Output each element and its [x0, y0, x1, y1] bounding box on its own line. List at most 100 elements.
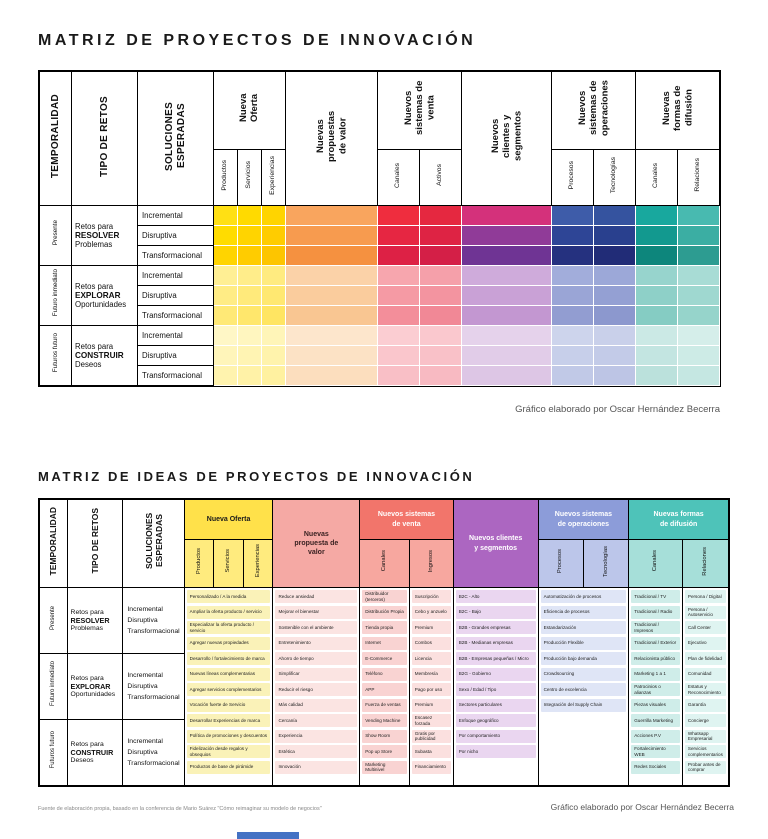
matrix1-color-cell	[213, 325, 238, 346]
matrix1-color-cell	[551, 225, 594, 246]
solutions-label: Incremental Disruptiva Transformacional	[122, 719, 185, 786]
matrix1-color-cell	[419, 285, 462, 306]
vertical-label: Canales	[652, 162, 660, 188]
temporality-label: Presente	[39, 587, 68, 654]
idea-item: Desarrollar Experiencias de marca	[186, 714, 271, 727]
idea-item: Pago por uso	[411, 683, 451, 696]
idea-item: Combos	[411, 636, 451, 650]
matrix2-ideas-column: Tradicional / TV Tradicional / Radio Tradi…	[628, 587, 683, 786]
vertical-label: Presente	[49, 605, 56, 630]
idea-item: Fortalecimiento WEB	[631, 745, 680, 758]
matrix1-color-cell	[377, 205, 420, 226]
solution-label: Disruptiva	[137, 225, 214, 246]
matrix1-color-cell	[261, 245, 286, 266]
idea-item: Relacionista público	[631, 652, 680, 665]
idea-item: Tradicional / Radio	[631, 605, 680, 619]
vertical-label: Relaciones	[694, 158, 702, 192]
matrix2-group-header: Nuevas propuesta de valor	[272, 499, 361, 588]
temporality-label: Futuros futuro	[39, 719, 68, 786]
idea-item: Estatus y Reconocimiento	[684, 683, 726, 696]
challenge-label: Retos para CONSTRUIR Deseos	[71, 325, 138, 386]
solution-line: Incremental	[127, 672, 163, 679]
vertical-label: Canales	[394, 162, 402, 188]
challenge-label: Retos para RESOLVER Problemas	[66, 587, 124, 654]
solution-label: Disruptiva	[137, 345, 214, 366]
idea-item: Entretenimiento	[275, 636, 358, 650]
matrix1-color-cell	[593, 225, 636, 246]
idea-item: Eficiencia de procesos	[540, 605, 627, 619]
solutions-label: Incremental Disruptiva Transformacional	[122, 587, 185, 654]
solution-label: Transformacional	[137, 305, 214, 326]
vertical-label: Productos	[195, 547, 202, 575]
idea-item: Especializar la oferta producto / servic…	[186, 621, 271, 634]
document-page: MATRIZ DE PROYECTOS DE INNOVACIÓN TEMPOR…	[38, 32, 734, 812]
matrix1-color-cell	[377, 285, 420, 306]
matrix1-color-cell	[285, 225, 378, 246]
matrix1-color-cell	[237, 245, 262, 266]
footer: Fuente de elaboración propia, basado en …	[38, 802, 734, 812]
solution-line: Incremental	[127, 606, 163, 613]
idea-item: Integración del Supply Chain	[540, 698, 627, 712]
idea-item: E-Commerce	[362, 652, 407, 665]
matrix1-row: Transformacional	[40, 305, 720, 326]
idea-item: Reduce ansiedad	[275, 590, 358, 603]
matrix2-subcolumn-header: Servicios	[213, 539, 244, 588]
idea-item: Política de promociones y descuentos	[186, 729, 271, 743]
idea-item: Ahorro de tiempo	[275, 652, 358, 665]
matrix1-color-cell	[261, 365, 286, 386]
matrix1-group-header: Nuevos clientes y segmentos	[461, 71, 552, 206]
matrix1-color-cell	[237, 225, 262, 246]
matrix1-color-cell	[677, 305, 720, 326]
idea-item: Sostenible con el ambiente	[275, 621, 358, 634]
vertical-label: TIPO DE RETOS	[98, 95, 110, 177]
idea-item: Vending Machine	[362, 714, 407, 727]
idea-item: Enfoque geográfico	[455, 714, 536, 727]
idea-item: B2B - Empresas pequeñas / Micro	[455, 652, 536, 665]
idea-item: Patrocinios o alianzas	[631, 683, 680, 696]
idea-item: Experiencia	[275, 729, 358, 743]
matrix1-row: Futuro inmediato Retos para EXPLORAR Oportu…	[39, 265, 720, 326]
matrix1-row: Futuros futuro Retos para CONSTRUIR Deseos I…	[39, 325, 720, 386]
matrix2-ideas-column: Personalizado / A la medida Ampliar la of…	[183, 587, 274, 786]
matrix2-row: Presente Retos para RESOLVER Problemas Incre…	[39, 587, 730, 786]
vertical-label: TIPO DE RETOS	[89, 508, 100, 574]
solution-label: Incremental	[137, 325, 214, 346]
matrix1-left-header-0: TEMPORALIDAD	[39, 71, 72, 206]
matrix1-color-cell	[213, 305, 238, 326]
idea-item: Redes Sociales	[631, 760, 680, 774]
idea-item: Distribuidor (terceros)	[362, 590, 407, 603]
vertical-label: SOLUCIONES ESPERADAS	[163, 101, 187, 171]
matrix1-color-cell	[677, 285, 720, 306]
idea-item: Tradicional / Exterior	[631, 636, 680, 650]
solution-line: Incremental	[127, 738, 163, 745]
challenge-line: RESOLVER	[75, 231, 120, 240]
idea-item: B2C - Bajo	[455, 605, 536, 619]
idea-item: Suscripción	[411, 590, 451, 603]
idea-item: Ejecutivo	[684, 636, 726, 650]
matrix1-color-cell	[261, 265, 286, 286]
vertical-label: Nuevos sistemas de operaciones	[576, 80, 611, 136]
matrix2-left-header-0: TEMPORALIDAD	[39, 499, 68, 588]
matrix1-row: Transformacional	[40, 245, 720, 266]
matrix1-color-cell	[419, 205, 462, 226]
matrix1-color-cell	[677, 365, 720, 386]
matrix1-color-cell	[237, 325, 262, 346]
matrix1-color-cell	[635, 225, 678, 246]
challenge-line: Retos para	[75, 222, 114, 231]
matrix1-color-cell	[551, 365, 594, 386]
matrix1-color-cell	[551, 305, 594, 326]
matrix2-subcolumn-header: Ingresos	[408, 539, 454, 588]
vertical-label: Experiencias	[269, 155, 277, 195]
vertical-label: Activos	[436, 164, 444, 186]
matrix1-color-cell	[677, 265, 720, 286]
idea-item: Cercanía	[275, 714, 358, 727]
matrix1-color-cell	[419, 225, 462, 246]
vertical-label: Nuevas formas de difusión	[660, 85, 695, 131]
matrix2-left-header-2: SOLUCIONES ESPERADAS	[122, 499, 185, 588]
matrix1-color-cell	[461, 265, 552, 286]
vertical-label: Futuro inmediato	[49, 661, 56, 707]
matrix1-color-cell	[261, 345, 286, 366]
matrix2-ideas-column: Automatización de procesos Eficiencia de …	[537, 587, 630, 786]
vertical-label: Futuros futuro	[51, 333, 59, 373]
matrix1-color-cell	[419, 345, 462, 366]
